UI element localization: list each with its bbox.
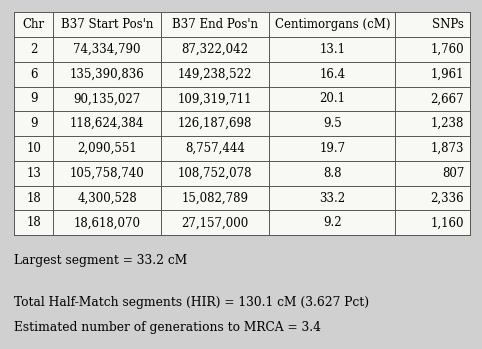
- Text: B37 End Pos'n: B37 End Pos'n: [172, 18, 258, 31]
- Text: 118,624,384: 118,624,384: [70, 117, 144, 130]
- Text: 74,334,790: 74,334,790: [73, 43, 141, 56]
- Text: 9: 9: [30, 92, 38, 105]
- Text: 126,187,698: 126,187,698: [178, 117, 253, 130]
- Text: 8.8: 8.8: [323, 167, 342, 180]
- Text: 2,667: 2,667: [430, 92, 464, 105]
- Text: 20.1: 20.1: [319, 92, 345, 105]
- Text: 33.2: 33.2: [319, 192, 345, 205]
- Text: 87,322,042: 87,322,042: [182, 43, 249, 56]
- Text: 8,757,444: 8,757,444: [185, 142, 245, 155]
- Text: 16.4: 16.4: [319, 68, 345, 81]
- Text: 90,135,027: 90,135,027: [73, 92, 141, 105]
- Text: 18: 18: [27, 192, 41, 205]
- Text: 1,238: 1,238: [431, 117, 464, 130]
- Text: 105,758,740: 105,758,740: [70, 167, 145, 180]
- Text: Total Half-Match segments (HIR) = 130.1 cM (3.627 Pct): Total Half-Match segments (HIR) = 130.1 …: [14, 296, 370, 309]
- Text: 1,160: 1,160: [430, 216, 464, 229]
- Text: Chr: Chr: [23, 18, 45, 31]
- Text: B37 Start Pos'n: B37 Start Pos'n: [61, 18, 153, 31]
- Text: Estimated number of generations to MRCA = 3.4: Estimated number of generations to MRCA …: [14, 321, 321, 334]
- Text: 13: 13: [27, 167, 41, 180]
- Text: 19.7: 19.7: [319, 142, 345, 155]
- Text: 1,961: 1,961: [430, 68, 464, 81]
- Text: 15,082,789: 15,082,789: [182, 192, 249, 205]
- Text: 9.2: 9.2: [323, 216, 342, 229]
- Text: 135,390,836: 135,390,836: [70, 68, 145, 81]
- Text: 18: 18: [27, 216, 41, 229]
- Text: 2: 2: [30, 43, 38, 56]
- Text: 4,300,528: 4,300,528: [77, 192, 137, 205]
- Text: 108,752,078: 108,752,078: [178, 167, 253, 180]
- Text: 18,618,070: 18,618,070: [74, 216, 141, 229]
- Text: 1,873: 1,873: [430, 142, 464, 155]
- Text: 149,238,522: 149,238,522: [178, 68, 253, 81]
- Text: 9: 9: [30, 117, 38, 130]
- Text: 10: 10: [27, 142, 41, 155]
- Bar: [14, 12, 470, 235]
- Text: 807: 807: [442, 167, 464, 180]
- Text: 9.5: 9.5: [323, 117, 342, 130]
- Text: 6: 6: [30, 68, 38, 81]
- Text: 13.1: 13.1: [319, 43, 345, 56]
- Text: 109,319,711: 109,319,711: [178, 92, 253, 105]
- Text: 27,157,000: 27,157,000: [182, 216, 249, 229]
- Text: SNPs: SNPs: [432, 18, 464, 31]
- Text: Largest segment = 33.2 cM: Largest segment = 33.2 cM: [14, 254, 187, 267]
- Text: 2,336: 2,336: [430, 192, 464, 205]
- Text: Centimorgans (cM): Centimorgans (cM): [275, 18, 390, 31]
- Text: 1,760: 1,760: [430, 43, 464, 56]
- Text: 2,090,551: 2,090,551: [77, 142, 137, 155]
